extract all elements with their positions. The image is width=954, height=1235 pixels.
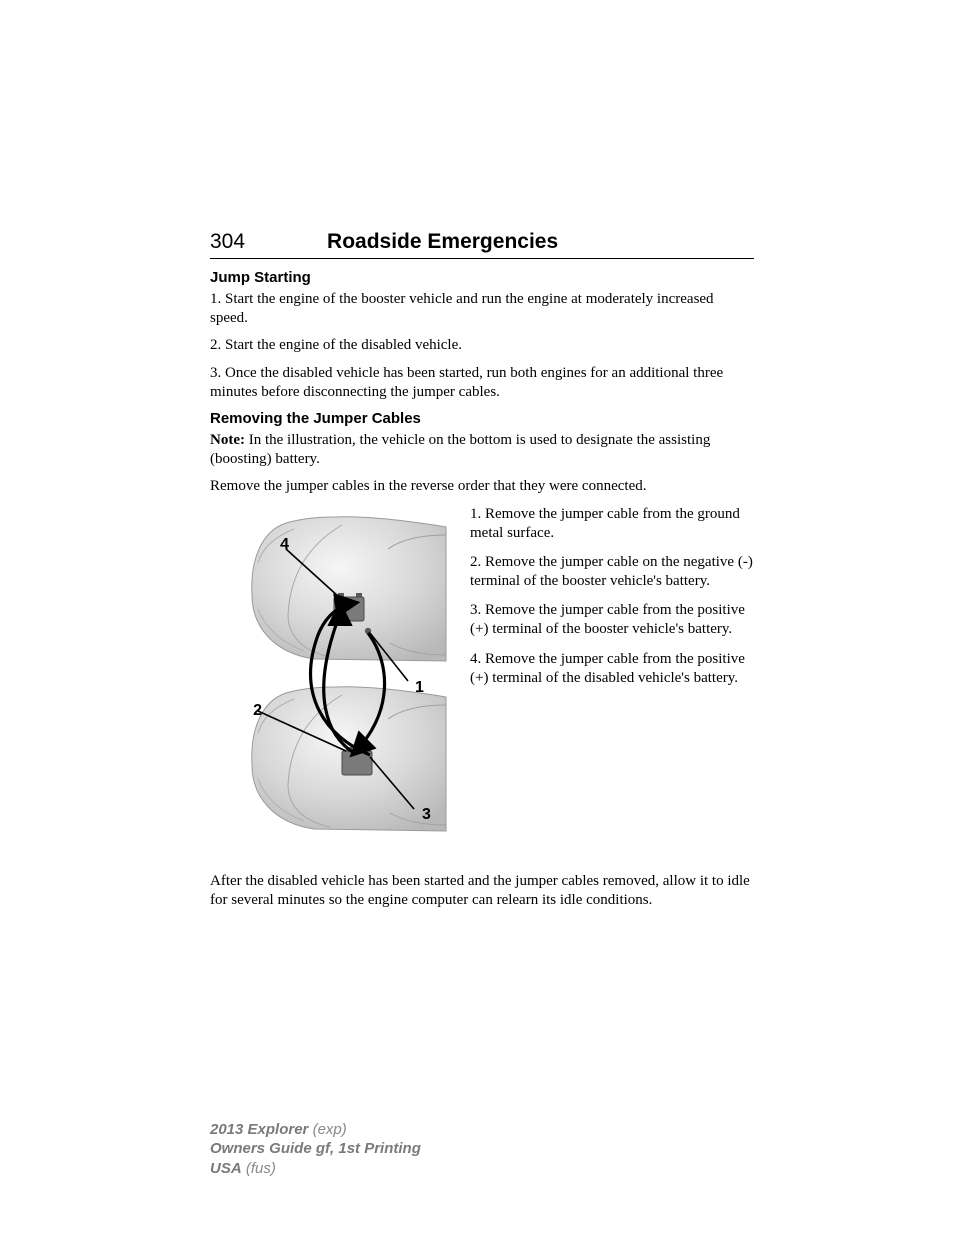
diagram-svg: 4 1 2 3 (210, 505, 458, 855)
section-heading-removing-cables: Removing the Jumper Cables (210, 410, 754, 427)
manual-page: 304 Roadside Emergencies Jump Starting 1… (0, 0, 954, 1228)
jump-starting-step-1: 1. Start the engine of the booster vehic… (210, 290, 754, 328)
chapter-title: Roadside Emergencies (327, 230, 558, 254)
diagram-and-steps: 4 1 2 3 1. Remove the jumper cable from … (210, 505, 754, 860)
bottom-car (252, 686, 446, 830)
after-start-text: After the disabled vehicle has been star… (210, 872, 754, 910)
remove-step-2: 2. Remove the jumper cable on the negati… (470, 553, 754, 591)
page-number: 304 (210, 230, 245, 254)
remove-step-1: 1. Remove the jumper cable from the grou… (470, 505, 754, 543)
page-footer: 2013 Explorer (exp) Owners Guide gf, 1st… (210, 1120, 754, 1179)
note-label: Note: (210, 432, 245, 448)
jumper-cable-diagram: 4 1 2 3 (210, 505, 460, 860)
footer-country-suffix: (fus) (242, 1160, 276, 1177)
diagram-label-2: 2 (253, 702, 262, 719)
diagram-steps-column: 1. Remove the jumper cable from the grou… (460, 505, 754, 860)
footer-model: 2013 Explorer (210, 1121, 308, 1138)
jump-starting-step-3: 3. Once the disabled vehicle has been st… (210, 364, 754, 402)
footer-line-3: USA (fus) (210, 1159, 754, 1179)
diagram-label-4: 4 (280, 536, 289, 553)
removing-cables-intro: Remove the jumper cables in the reverse … (210, 477, 754, 496)
jump-starting-step-2: 2. Start the engine of the disabled vehi… (210, 336, 754, 355)
footer-country: USA (210, 1160, 242, 1177)
note-text: In the illustration, the vehicle on the … (210, 432, 710, 467)
diagram-label-1: 1 (415, 679, 424, 696)
section-heading-jump-starting: Jump Starting (210, 269, 754, 286)
footer-line-2: Owners Guide gf, 1st Printing (210, 1139, 754, 1159)
remove-step-3: 3. Remove the jumper cable from the posi… (470, 601, 754, 639)
footer-model-suffix: (exp) (308, 1121, 346, 1138)
removing-cables-note: Note: In the illustration, the vehicle o… (210, 431, 754, 469)
remove-step-4: 4. Remove the jumper cable from the posi… (470, 650, 754, 688)
page-header: 304 Roadside Emergencies (210, 230, 754, 259)
footer-line-1: 2013 Explorer (exp) (210, 1120, 754, 1140)
diagram-label-3: 3 (422, 806, 431, 823)
